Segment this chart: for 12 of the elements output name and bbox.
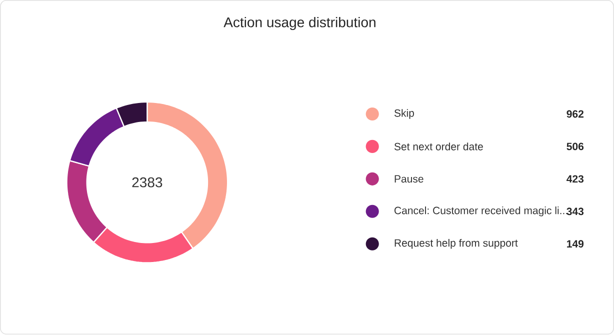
legend-label: Pause — [394, 176, 424, 183]
data-label: 506 — [566, 142, 584, 150]
chart-title: Action usage distribution — [224, 17, 376, 30]
text: 2383 — [132, 178, 162, 188]
data-label: 149 — [567, 240, 584, 248]
data-label: 343 — [566, 208, 584, 216]
data-label: 423 — [566, 175, 584, 183]
data-label: 962 — [566, 110, 584, 118]
legend-label: Request help from support — [394, 239, 518, 249]
legend-label: Skip — [394, 109, 414, 120]
legend-label: Cancel: Customer received magic li... — [394, 206, 568, 217]
legend-label: Set next order date — [394, 142, 483, 151]
